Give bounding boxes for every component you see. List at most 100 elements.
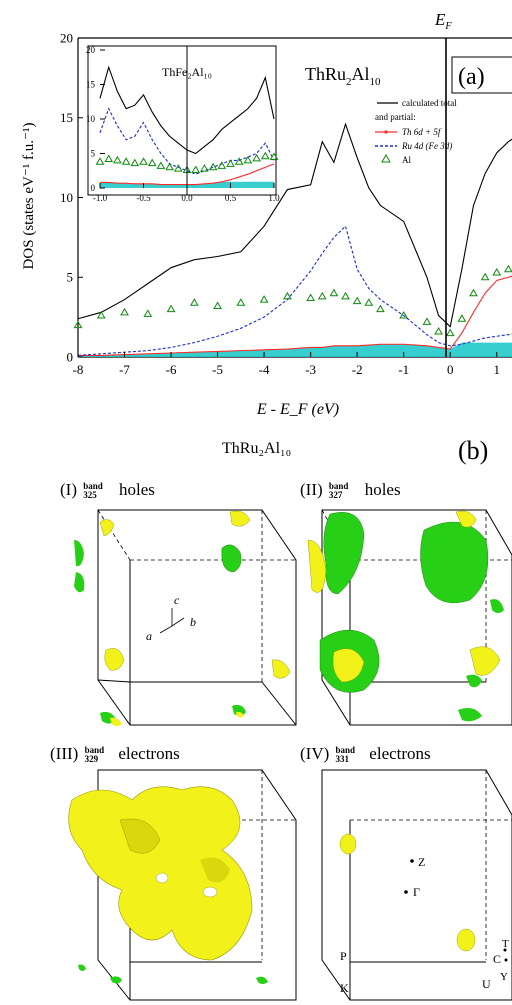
main-al-point [422,317,432,325]
main-al-point [236,298,246,306]
inset-ytick-label: 5 [91,149,96,159]
bz-point-u: U [482,977,491,991]
inset-al-point [260,151,270,160]
main-al-point [399,311,409,319]
main-al-point [469,288,478,297]
inset-al-point [226,159,235,167]
legend-al: Al [402,155,411,165]
main-al-point [73,320,83,329]
main-xtick-label: -7 [119,362,130,377]
inset-xtick-label: 1.0 [268,193,280,203]
inset-ytick-label: 20 [86,45,96,55]
main-al-point [306,293,316,301]
inset-xtick-label: 0.0 [181,193,193,203]
main-xtick-label: -6 [166,362,177,377]
main-series-2 [77,225,512,356]
x-axis-label: E - E_F (eV) [256,401,339,418]
inset-al-point [252,153,261,162]
inset-ytick-label: 0 [91,183,96,193]
fermi-label: EF [434,10,452,32]
panel-a-title: ThRu2Al10 [305,64,381,88]
main-al-point [259,295,269,303]
main-xtick-label: -5 [212,362,223,377]
legend-partial: and partial: [375,112,416,122]
panel-a-label-box [451,56,512,94]
y-axis-label: DOS (states eV⁻¹ f.u.⁻¹) [21,123,37,270]
main-xtick-label: -4 [259,362,270,377]
main-ytick-label: 15 [60,110,73,125]
inset-al-point [243,155,253,164]
inset-al-point [200,164,209,172]
inset-al-point [269,152,279,160]
main-al-point [96,311,106,319]
main-series-1 [78,275,512,356]
main-ytick-label: 0 [67,349,74,364]
inset-al-point [121,157,131,165]
inset-xtick-label: -1.0 [93,193,108,203]
main-al-point [457,314,467,322]
bz-point-t: T [502,938,509,950]
inset-al-point [191,165,201,174]
main-xtick-label: -3 [305,362,316,377]
inset-al-point [95,157,105,165]
inset-al-point [147,158,157,167]
band-heading-3: (III) band 329 electrons [50,744,180,765]
main-al-point [143,309,153,317]
axis-a-label: a [146,629,152,643]
main-al-point [341,291,350,300]
main-al-point [503,264,512,273]
main-al-point [166,304,176,313]
panel-b-title: ThRu₂Al₁₀ [222,440,292,457]
main-al-point [282,291,292,300]
inset-al-point [234,157,244,165]
main-xtick-label: -2 [352,362,363,377]
fermi-surface-box-1: c a b [74,509,297,726]
fermi-surface-box-4: Z Γ P K C T U Y [321,769,512,1001]
bz-point-p: P [340,949,347,963]
inset-al-point [139,157,148,165]
inset-series-2 [99,107,275,175]
legend: calculated total and partial: Th 6d + 5f… [375,98,457,165]
main-al-point [492,267,502,276]
inset-al-point [165,162,174,171]
main-al-point [189,298,199,306]
main-al-point [434,326,443,335]
inset-ytick-label: 15 [86,80,96,90]
axis-c-label: c [174,593,180,607]
main-ytick-label: 20 [60,30,73,45]
inset-al-point [130,158,140,167]
bz-point-z: Z [418,855,425,869]
bz-point-gamma: Γ [413,885,420,899]
main-al-point [352,296,362,305]
main-al-point [480,272,490,281]
panel-a-label: (a) [458,64,485,90]
fermi-surfaces: c a b [68,509,512,1001]
main-series-0 [77,122,512,328]
inset-plot: -1.0 -0.5 0.0 0.5 1.0 0 5 10 15 20 ThFe₂Al₁₀ [86,45,280,203]
main-ytick-label: 10 [60,190,73,205]
inset-title: ThFe₂Al₁₀ [162,65,212,79]
main-al-point [376,304,385,313]
main-xtick-label: 1 [493,362,500,377]
band-heading-1: (I) band 325 holes [60,480,155,501]
inset-xtick-label: 0.5 [225,193,237,203]
bz-point-c: C [493,952,501,966]
inset-al-point [217,161,227,169]
main-al-point [317,291,327,300]
inset-xtick-label: -0.5 [136,193,151,203]
fermi-surface-box-2 [307,509,512,726]
inset-al-point [173,164,183,172]
inset-al-point [208,162,218,171]
panel-b-label: (b) [458,436,489,465]
main-al-point [364,298,374,306]
main-xtick-label: 0 [447,362,454,377]
band-heading-2: (II) band 327 holes [300,480,401,501]
bz-point-k: K [340,981,349,995]
inset-ytick-label: 10 [86,114,96,124]
axes-triad: c a b [146,593,196,643]
inset-frame [87,45,277,196]
legend-total: calculated total [402,98,457,108]
bz-point-y: Y [500,971,508,983]
main-al-point [329,288,339,297]
